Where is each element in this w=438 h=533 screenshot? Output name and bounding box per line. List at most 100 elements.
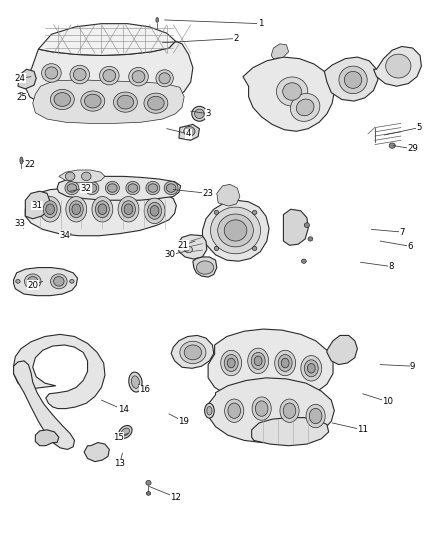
Ellipse shape: [70, 279, 74, 283]
Text: 9: 9: [410, 362, 415, 370]
Ellipse shape: [73, 69, 86, 80]
Ellipse shape: [150, 206, 159, 216]
Polygon shape: [374, 46, 421, 86]
Ellipse shape: [164, 181, 178, 195]
Ellipse shape: [211, 207, 261, 254]
Ellipse shape: [156, 70, 173, 87]
Ellipse shape: [121, 428, 130, 436]
Ellipse shape: [98, 204, 107, 215]
Ellipse shape: [67, 184, 77, 192]
Text: 32: 32: [81, 183, 92, 192]
Ellipse shape: [301, 259, 306, 263]
Ellipse shape: [103, 70, 116, 82]
Ellipse shape: [252, 246, 257, 251]
Ellipse shape: [251, 352, 265, 369]
Polygon shape: [39, 23, 176, 55]
Ellipse shape: [40, 197, 60, 222]
Ellipse shape: [278, 354, 292, 372]
Ellipse shape: [290, 93, 320, 122]
Polygon shape: [14, 361, 74, 449]
Ellipse shape: [283, 83, 301, 100]
Ellipse shape: [214, 211, 219, 215]
Ellipse shape: [309, 408, 322, 424]
Polygon shape: [35, 430, 59, 446]
Ellipse shape: [70, 65, 89, 84]
Ellipse shape: [255, 401, 268, 416]
Ellipse shape: [144, 93, 168, 114]
Ellipse shape: [207, 407, 212, 415]
Polygon shape: [283, 209, 308, 245]
Ellipse shape: [65, 181, 79, 195]
Ellipse shape: [16, 279, 20, 283]
Ellipse shape: [126, 181, 140, 195]
Polygon shape: [208, 378, 334, 442]
Polygon shape: [179, 124, 199, 140]
Ellipse shape: [132, 71, 145, 83]
Ellipse shape: [221, 350, 242, 376]
Ellipse shape: [118, 197, 139, 222]
Polygon shape: [14, 268, 78, 296]
Ellipse shape: [248, 348, 268, 374]
Ellipse shape: [106, 181, 119, 195]
Text: 23: 23: [203, 189, 214, 198]
Polygon shape: [271, 44, 289, 59]
Ellipse shape: [92, 197, 113, 222]
Ellipse shape: [196, 261, 214, 274]
Text: 6: 6: [408, 242, 413, 251]
Polygon shape: [33, 80, 184, 123]
Ellipse shape: [308, 237, 313, 241]
Text: 5: 5: [417, 123, 422, 132]
Ellipse shape: [19, 93, 23, 96]
Ellipse shape: [225, 399, 244, 422]
Polygon shape: [25, 191, 50, 219]
Ellipse shape: [184, 345, 201, 360]
Ellipse shape: [72, 204, 81, 215]
Ellipse shape: [276, 77, 308, 106]
Ellipse shape: [306, 405, 325, 427]
Ellipse shape: [297, 99, 314, 116]
Polygon shape: [243, 57, 334, 131]
Text: 25: 25: [17, 93, 28, 102]
Polygon shape: [178, 235, 207, 259]
Ellipse shape: [69, 201, 83, 217]
Ellipse shape: [81, 91, 105, 111]
Ellipse shape: [218, 214, 253, 247]
Ellipse shape: [146, 480, 151, 485]
Ellipse shape: [129, 372, 142, 392]
Polygon shape: [84, 442, 110, 462]
Ellipse shape: [121, 201, 135, 217]
Ellipse shape: [146, 181, 160, 195]
Ellipse shape: [280, 399, 299, 422]
Ellipse shape: [252, 211, 257, 215]
Ellipse shape: [194, 109, 204, 118]
Ellipse shape: [128, 184, 138, 192]
Ellipse shape: [252, 397, 271, 420]
Polygon shape: [327, 335, 357, 365]
Ellipse shape: [42, 63, 61, 82]
Ellipse shape: [192, 107, 207, 121]
Polygon shape: [14, 334, 105, 409]
Ellipse shape: [214, 246, 219, 251]
Polygon shape: [324, 57, 378, 101]
Text: 7: 7: [399, 228, 405, 237]
Ellipse shape: [95, 201, 110, 217]
Ellipse shape: [113, 92, 138, 112]
Text: 1: 1: [258, 19, 263, 28]
Text: 12: 12: [170, 492, 181, 502]
Ellipse shape: [205, 403, 214, 418]
Text: 16: 16: [140, 385, 151, 394]
Text: 2: 2: [233, 34, 239, 43]
Polygon shape: [208, 329, 333, 402]
Ellipse shape: [131, 376, 139, 389]
Polygon shape: [193, 257, 217, 277]
Ellipse shape: [85, 94, 101, 108]
Text: 31: 31: [32, 201, 42, 210]
Polygon shape: [25, 187, 177, 236]
Ellipse shape: [389, 143, 395, 148]
Ellipse shape: [254, 356, 262, 366]
Ellipse shape: [148, 184, 158, 192]
Polygon shape: [171, 335, 214, 368]
Ellipse shape: [224, 354, 238, 372]
Ellipse shape: [28, 277, 38, 286]
Text: 33: 33: [14, 219, 25, 228]
